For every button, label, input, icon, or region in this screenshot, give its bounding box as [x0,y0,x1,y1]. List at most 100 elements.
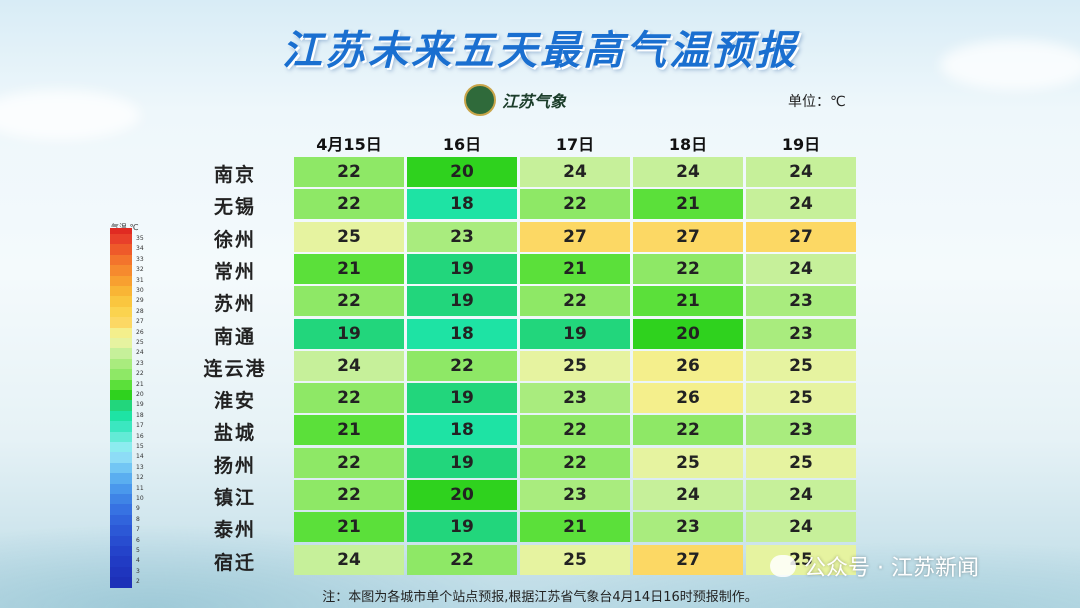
legend-tick-label: 35 [136,235,144,242]
temperature-cell: 19 [407,286,517,317]
footnote: 注：本图为各城市单个站点预报,根据江苏省气象台4月14日16时预报制作。 [322,590,758,605]
city-label: 常州 [213,260,256,283]
legend-swatch [110,327,132,338]
temperature-cell: 19 [407,447,517,478]
legend-tick-label: 7 [136,526,140,534]
temperature-cell: 23 [633,512,743,543]
legend-swatch [110,452,132,463]
column-header: 4月15日 [316,135,382,154]
wechat-icon [770,555,796,577]
legend-swatch [110,296,132,307]
legend-swatch [110,306,132,318]
legend-swatch [110,410,132,422]
legend-tick-label: 21 [136,380,144,388]
legend-tick-label: 10 [136,495,144,502]
legend-title: 气温 ℃ [111,223,139,232]
legend-tick-label: 17 [136,422,144,430]
page-title: 江苏未来五天最高气温预报 [282,28,798,74]
legend-swatch [110,369,132,380]
legend-tick-label: 13 [136,463,144,471]
legend-tick-label: 12 [136,474,144,482]
temperature-cell: 21 [633,189,743,220]
city-label: 宿迁 [213,551,256,574]
temperature-cell: 21 [520,253,630,284]
column-header: 18日 [668,135,708,154]
background-cloud [0,90,140,140]
temperature-cell: 24 [633,480,743,510]
temperature-cell: 22 [633,253,743,284]
temperature-cell: 20 [407,480,517,510]
city-label: 连云港 [203,357,267,380]
legend-tick-label: 25 [136,339,144,346]
emblem-icon [464,84,496,116]
legend-swatch [110,431,132,442]
temperature-cell: 22 [520,286,630,317]
temperature-cell: 22 [520,447,630,478]
legend-tick-label: 34 [136,245,144,253]
legend-swatch [110,494,132,505]
temperature-cell: 19 [520,318,630,349]
temperature-cell: 27 [633,544,743,575]
legend-tick-label: 16 [136,432,144,440]
temperature-cell: 22 [407,350,517,381]
temperature-cell: 22 [633,415,743,446]
legend-tick-label: 24 [136,349,144,357]
temperature-cell: 26 [633,383,743,414]
temperature-cell: 23 [746,415,856,446]
temperature-cell: 22 [294,286,404,317]
temperature-cell: 24 [746,157,856,187]
legend-swatch [110,514,132,526]
temperature-cell: 26 [633,350,743,381]
temperature-cell: 18 [407,189,517,220]
legend-swatch [110,286,132,297]
unit-label: 单位：℃ [788,94,846,110]
temperature-cell: 22 [520,415,630,446]
temperature-cell: 21 [633,286,743,317]
legend-swatch [110,546,132,557]
temperature-cell: 25 [520,350,630,381]
temperature-cell: 22 [407,544,517,575]
legend-tick-label: 30 [136,287,144,294]
temperature-cell: 18 [407,318,517,349]
legend-tick-label: 33 [136,255,144,263]
temperature-cell: 21 [294,512,404,543]
temperature-cell: 24 [294,544,404,575]
legend-swatch [110,462,132,474]
temperature-cell: 22 [520,189,630,220]
temperature-cell: 21 [294,415,404,446]
legend-swatch [110,265,132,276]
legend-swatch [110,379,132,390]
temperature-cell: 27 [633,221,743,252]
legend-swatch [110,535,132,546]
temperature-cell: 24 [746,480,856,510]
legend-swatch [110,390,132,401]
legend-tick-label: 27 [136,318,144,326]
temperature-cell: 22 [294,383,404,414]
city-label: 淮安 [213,390,256,413]
legend-tick-label: 2 [136,578,140,586]
background-cloud [940,40,1080,90]
city-label: 徐州 [213,228,256,251]
city-label: 南通 [213,325,256,348]
column-header: 16日 [442,135,482,154]
legend-swatch [110,228,132,234]
legend-tick-label: 19 [136,401,144,409]
temperature-cell: 25 [633,447,743,478]
legend-swatch [110,348,132,359]
temperature-cell: 19 [407,253,517,284]
temperature-cell: 25 [520,544,630,575]
temperature-cell: 27 [746,221,856,252]
legend-tick-label: 18 [136,411,144,419]
legend-swatch [110,275,132,286]
legend-tick-label: 6 [136,536,140,544]
temperature-cell: 22 [294,189,404,220]
temperature-cell: 24 [633,157,743,187]
city-label: 镇江 [213,487,256,509]
legend-swatch [110,556,132,567]
temperature-cell: 24 [746,512,856,543]
temperature-cell: 24 [520,157,630,187]
legend-tick-label: 20 [136,391,144,398]
legend-swatch [110,473,132,484]
temperature-cell: 23 [746,286,856,317]
legend-tick-label: 26 [136,328,144,336]
